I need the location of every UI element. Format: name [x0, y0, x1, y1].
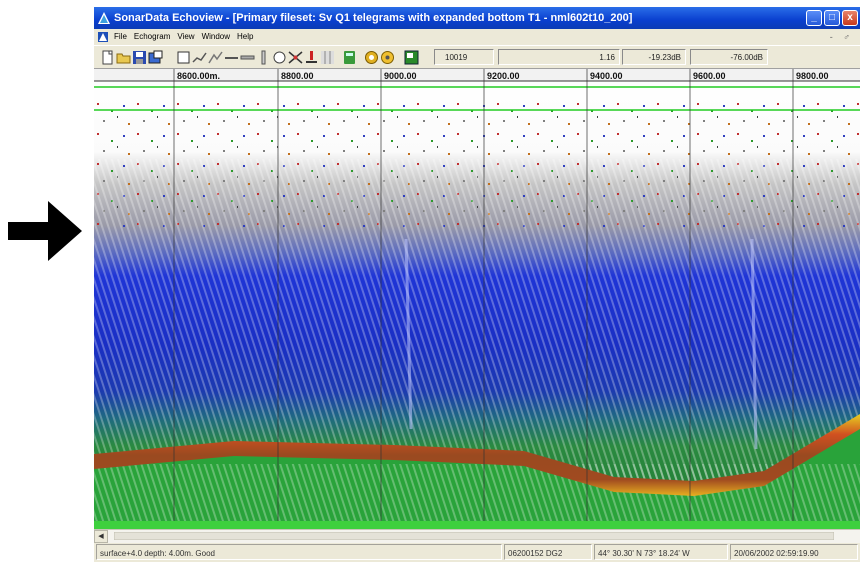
distance-ruler: [94, 69, 860, 81]
calculator-icon[interactable]: [342, 50, 357, 65]
document-icon[interactable]: [97, 31, 109, 43]
threshold-field: -76.00dB: [690, 49, 768, 65]
menu-help[interactable]: Help: [237, 32, 254, 41]
window-title: SonarData Echoview - [Primary fileset: S…: [114, 12, 633, 24]
title-bar[interactable]: SonarData Echoview - [Primary fileset: S…: [94, 7, 860, 29]
polyline-tool-icon[interactable]: [208, 50, 223, 65]
distance-label-9800: 9800.00: [796, 71, 829, 81]
gear-icon[interactable]: [364, 50, 379, 65]
mdi-controls[interactable]: - ♂: [829, 32, 854, 42]
status-datetime: 20/06/2002 02:59:19.90: [730, 544, 858, 560]
horizontal-scrollbar[interactable]: ◀: [94, 529, 860, 543]
select-region-icon[interactable]: [176, 50, 191, 65]
ping-number-field: 10019: [434, 49, 494, 65]
status-position: 44° 30.30' N 73° 18.24' W: [594, 544, 728, 560]
status-depth: surface+4.0 depth: 4.00m. Good: [96, 544, 502, 560]
app-icon: [98, 12, 110, 24]
toolbar: 10019 1.16 -19.23dB -76.00dB: [94, 45, 860, 69]
grid-tool-icon[interactable]: [320, 50, 335, 65]
marker-tool-icon[interactable]: [304, 50, 319, 65]
window-controls: _ □ x: [806, 10, 858, 26]
menu-bar: File Echogram View Window Help - ♂: [94, 29, 860, 45]
echogram-below-bottom-stripes: [94, 464, 860, 529]
vertical-band-icon[interactable]: [256, 50, 271, 65]
menu-window[interactable]: Window: [201, 32, 231, 41]
maximize-button[interactable]: □: [824, 10, 840, 26]
distance-grid: [173, 69, 794, 529]
echogram-display[interactable]: 8600.00m. 8800.00 9000.00 9200.00 9400.0…: [94, 69, 860, 529]
settings-icon[interactable]: [380, 50, 395, 65]
menu-echogram[interactable]: Echogram: [133, 32, 171, 41]
distance-label-9200: 9200.00: [487, 71, 520, 81]
scroll-left-button[interactable]: ◀: [94, 530, 108, 543]
distance-label-9600: 9600.00: [693, 71, 726, 81]
minimize-button[interactable]: _: [806, 10, 822, 26]
seabed-echo-line: [94, 414, 860, 496]
echoview-window: SonarData Echoview - [Primary fileset: S…: [94, 7, 860, 562]
status-bar: surface+4.0 depth: 4.00m. Good 06200152 …: [94, 543, 860, 562]
target-plume-2: [750, 238, 758, 450]
distance-label-9000: 9000.00: [384, 71, 417, 81]
menu-view[interactable]: View: [177, 32, 195, 41]
cut-tool-icon[interactable]: [288, 50, 303, 65]
bad-data-bar: [94, 521, 860, 529]
horizontal-band-icon[interactable]: [240, 50, 255, 65]
range-field: 1.16: [498, 49, 620, 65]
pointer-arrow-icon: [8, 201, 82, 261]
open-folder-icon[interactable]: [116, 50, 131, 65]
distance-label-8800: 8800.00: [281, 71, 314, 81]
close-button[interactable]: x: [842, 10, 858, 26]
sv-value-field: -19.23dB: [622, 49, 686, 65]
line-tool-icon[interactable]: [192, 50, 207, 65]
distance-label-9400: 9400.00: [590, 71, 623, 81]
status-file: 06200152 DG2: [504, 544, 592, 560]
menu-file[interactable]: File: [114, 32, 127, 41]
save-icon[interactable]: [132, 50, 147, 65]
horizontal-line-icon[interactable]: [224, 50, 239, 65]
scroll-thumb[interactable]: [114, 532, 834, 540]
distance-label-8600: 8600.00m.: [177, 71, 220, 81]
properties-icon[interactable]: [148, 50, 163, 65]
echogram-window-icon[interactable]: [404, 50, 419, 65]
ellipse-tool-icon[interactable]: [272, 50, 287, 65]
new-file-icon[interactable]: [100, 50, 115, 65]
target-plume-1: [404, 238, 413, 430]
